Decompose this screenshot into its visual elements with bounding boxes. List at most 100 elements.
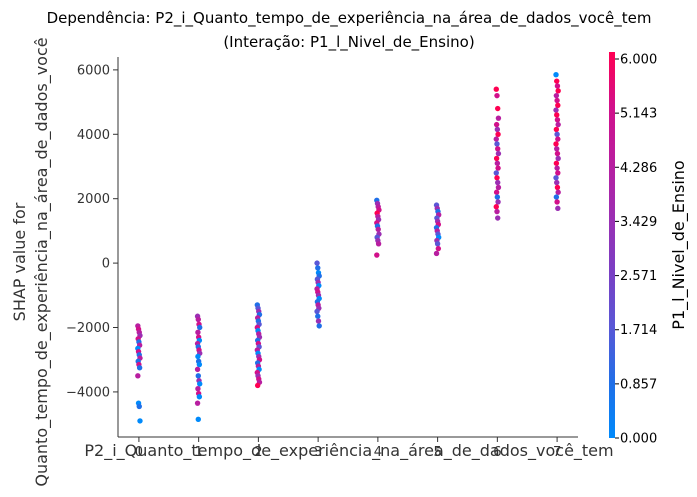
data-point <box>554 199 560 205</box>
x-tick-label: 6 <box>493 445 501 460</box>
data-point <box>493 136 499 142</box>
data-point <box>495 146 501 152</box>
colorbar-tick-label: 1.714 <box>620 323 657 338</box>
colorbar-tick-label: 5.143 <box>620 107 657 122</box>
plot-area: 0 1 2 3 4 5 6 7 −4000 −2000 0 2000 4000 6000 <box>66 57 578 460</box>
data-point <box>495 115 502 121</box>
data-point <box>553 72 559 78</box>
colorbar-tick-label: 2.571 <box>620 269 657 284</box>
colorbar-label: P1_l_Nivel_de_Ensino <box>669 160 689 329</box>
data-point <box>493 189 500 195</box>
data-point <box>195 316 201 323</box>
colorbar-tick-label: 6.000 <box>620 53 657 68</box>
data-point <box>554 184 561 191</box>
data-point <box>555 155 561 162</box>
data-point <box>494 126 501 133</box>
y-tick-label: 0 <box>102 257 110 272</box>
y-tick-label: 4000 <box>77 128 110 143</box>
data-point <box>493 170 499 176</box>
data-point <box>314 260 320 266</box>
x-tick-label: 5 <box>433 445 441 460</box>
data-point <box>554 83 561 89</box>
x-tick-label: 0 <box>135 445 143 460</box>
data-point <box>493 86 499 92</box>
data-point <box>553 92 560 99</box>
x-tick-label: 7 <box>553 445 561 460</box>
data-point <box>374 252 380 258</box>
colorbar-gradient <box>609 52 615 438</box>
data-point <box>494 141 500 147</box>
data-point <box>135 373 141 379</box>
data-point <box>433 250 440 257</box>
data-point <box>434 241 441 247</box>
x-axis-label: P2_i_Quanto_tempo_de_experiência_na_área… <box>84 441 613 461</box>
data-point <box>495 165 501 171</box>
data-point <box>494 92 500 99</box>
data-point <box>553 126 560 133</box>
data-point <box>553 107 559 113</box>
x-tick-label: 2 <box>254 445 262 460</box>
data-point <box>315 313 321 319</box>
y-tick-label: −2000 <box>66 321 110 336</box>
data-point <box>195 416 201 422</box>
data-point <box>435 245 442 252</box>
data-point <box>554 146 560 152</box>
data-point <box>554 150 561 157</box>
data-point <box>553 141 559 147</box>
data-point <box>553 160 560 166</box>
data-point <box>196 394 203 400</box>
data-point <box>554 112 560 118</box>
data-point <box>195 353 201 360</box>
x-tick-label: 1 <box>195 445 203 460</box>
y-axis-label-line1: SHAP value for <box>10 202 29 321</box>
data-point <box>137 418 143 424</box>
data-point <box>197 381 203 387</box>
data-point <box>315 318 322 324</box>
data-point <box>254 382 261 389</box>
data-point <box>554 131 560 137</box>
data-point <box>136 365 143 371</box>
data-point <box>494 208 500 215</box>
data-point <box>375 226 381 232</box>
data-point <box>493 121 500 128</box>
data-point <box>375 241 382 247</box>
data-point <box>554 97 560 104</box>
data-point <box>555 88 561 94</box>
data-point <box>495 179 501 186</box>
colorbar: 0.000 0.857 1.714 2.571 3.429 4.286 5.143 6.000 <box>609 52 657 447</box>
data-point <box>493 155 500 162</box>
data-point <box>495 199 501 205</box>
colorbar-tick-label: 4.286 <box>620 161 657 176</box>
colorbar-tick-label: 0.857 <box>620 377 657 392</box>
data-point <box>315 265 321 271</box>
colorbar-tick-label: 3.429 <box>620 215 657 230</box>
data-point <box>195 373 201 379</box>
data-point <box>555 102 561 109</box>
y-tick-label: −4000 <box>66 385 110 400</box>
data-point <box>494 160 501 166</box>
data-point <box>553 194 560 200</box>
data-point <box>555 136 561 142</box>
data-point <box>555 121 561 128</box>
data-point <box>196 361 203 368</box>
data-point <box>194 400 201 406</box>
colorbar-tick-label: 0.000 <box>620 432 657 447</box>
data-point <box>554 78 560 84</box>
data-point <box>195 385 201 392</box>
data-point <box>495 184 502 191</box>
data-point <box>495 215 501 221</box>
data-point <box>555 189 561 195</box>
x-tick-label: 3 <box>314 445 322 460</box>
data-point <box>554 165 560 171</box>
chart-subtitle: (Interação: P1_l_Nivel_de_Ensino) <box>223 33 474 52</box>
data-point <box>314 308 320 315</box>
data-point <box>495 150 502 157</box>
data-point <box>194 366 201 373</box>
data-point <box>316 323 322 329</box>
data-point <box>136 403 142 410</box>
data-point <box>197 324 203 331</box>
y-axis-label-line2: Quanto_tempo_de_experiência_na_área_de_d… <box>32 37 52 486</box>
data-point <box>494 194 501 200</box>
data-point <box>555 170 561 176</box>
data-point <box>553 175 559 181</box>
